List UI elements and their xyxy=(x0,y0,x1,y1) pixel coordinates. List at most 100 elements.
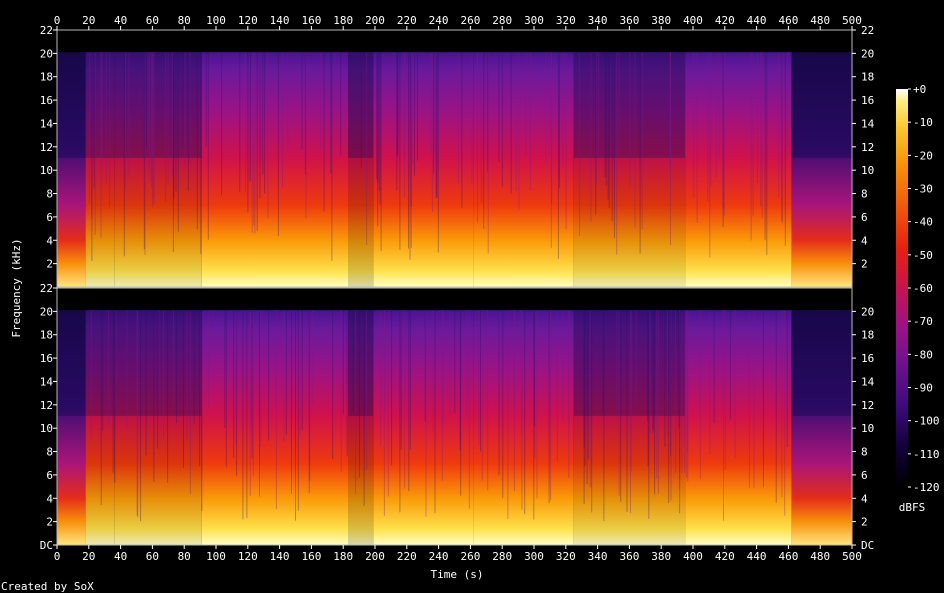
texture-stripe xyxy=(436,52,438,199)
y-tick-label: 8 xyxy=(46,188,53,201)
texture-stripe xyxy=(380,310,382,446)
texture-stripe xyxy=(513,310,515,492)
texture-stripe xyxy=(380,52,382,252)
y-tick-label-right: 20 xyxy=(861,305,874,318)
texture-stripe xyxy=(723,52,725,217)
texture-stripe xyxy=(634,52,636,228)
texture-stripe xyxy=(757,52,758,185)
texture-stripe xyxy=(152,52,154,208)
x-tick-label: 80 xyxy=(178,14,191,27)
texture-stripe xyxy=(652,310,654,434)
texture-stripe xyxy=(583,310,585,448)
colorbar-tick-label: -40 xyxy=(913,216,933,229)
x-tick-label: 40 xyxy=(114,550,127,563)
texture-stripe xyxy=(432,310,434,433)
texture-stripe xyxy=(775,310,777,503)
y-tick-label-right: DC xyxy=(861,539,874,552)
texture-stripe xyxy=(558,52,560,180)
texture-stripe xyxy=(412,52,414,165)
texture-stripe xyxy=(498,52,500,162)
texture-stripe xyxy=(502,310,504,499)
x-tick-label: 440 xyxy=(747,14,767,27)
texture-stripe xyxy=(589,310,591,488)
texture-stripe xyxy=(108,310,110,426)
x-tick-label: 500 xyxy=(842,550,862,563)
texture-stripe xyxy=(781,52,783,224)
texture-stripe xyxy=(510,52,512,194)
x-tick-label: 0 xyxy=(54,550,61,563)
spectrogram-segment xyxy=(473,310,574,545)
texture-stripe xyxy=(468,310,470,509)
texture-stripe xyxy=(483,52,485,230)
texture-stripe xyxy=(649,310,651,434)
y-tick-label: 16 xyxy=(40,94,53,107)
texture-stripe xyxy=(607,52,609,200)
texture-stripe xyxy=(221,52,223,196)
texture-stripe xyxy=(323,52,325,212)
spectrogram-segment-shade xyxy=(348,310,374,416)
x-tick-label: 40 xyxy=(114,14,127,27)
y-tick-label: 12 xyxy=(40,141,53,154)
texture-stripe xyxy=(693,52,695,198)
channel-2-spectrogram xyxy=(56,287,853,546)
texture-stripe xyxy=(285,310,287,435)
texture-stripe xyxy=(536,310,538,499)
colorbar-tick-label: -110 xyxy=(913,448,940,461)
x-tick-label: 400 xyxy=(683,550,703,563)
texture-stripe xyxy=(287,52,289,147)
texture-stripe xyxy=(586,310,588,485)
spectrogram-segment-shade xyxy=(573,310,686,416)
texture-stripe xyxy=(250,310,252,427)
texture-stripe xyxy=(608,52,610,209)
y-tick-label: 6 xyxy=(46,211,53,224)
x-tick-label: 420 xyxy=(715,14,735,27)
spectrogram-segment xyxy=(685,310,792,545)
texture-stripe xyxy=(408,52,409,249)
texture-stripe xyxy=(713,310,715,424)
texture-stripe xyxy=(282,52,283,188)
y-tick-label: 2 xyxy=(46,258,53,271)
colorbar-tick-label: -30 xyxy=(913,183,933,196)
texture-stripe xyxy=(88,52,90,204)
texture-stripe xyxy=(340,310,342,472)
texture-stripe xyxy=(639,52,641,254)
texture-stripe xyxy=(340,52,342,156)
texture-stripe xyxy=(668,310,670,503)
texture-stripe xyxy=(565,52,567,230)
x-tick-label: 60 xyxy=(146,550,159,563)
y-tick-label-right: 8 xyxy=(861,188,868,201)
texture-stripe xyxy=(163,310,164,439)
texture-stripe xyxy=(461,52,463,209)
texture-stripe xyxy=(657,310,659,495)
texture-stripe xyxy=(471,52,473,185)
texture-stripe xyxy=(377,52,379,183)
texture-stripe xyxy=(366,52,368,245)
texture-stripe xyxy=(277,52,279,237)
texture-stripe xyxy=(140,310,142,522)
texture-stripe xyxy=(355,310,356,494)
texture-stripe xyxy=(481,310,483,481)
texture-stripe xyxy=(144,52,146,255)
texture-stripe xyxy=(515,52,517,192)
texture-stripe xyxy=(722,52,724,209)
colorbar-tick-label: -50 xyxy=(913,249,933,262)
texture-stripe xyxy=(352,310,354,412)
x-tick-label: 80 xyxy=(178,550,191,563)
texture-stripe xyxy=(193,310,195,424)
texture-stripe xyxy=(784,310,786,516)
texture-stripe xyxy=(246,310,248,518)
texture-stripe xyxy=(718,52,720,159)
texture-stripe xyxy=(189,52,191,164)
x-tick-label: 320 xyxy=(556,550,576,563)
y-tick-label-right: 8 xyxy=(861,446,868,459)
texture-stripe xyxy=(200,52,202,255)
y-tick-label: 14 xyxy=(40,375,54,388)
y-tick-label-right: 16 xyxy=(861,352,874,365)
colorbar-tick-label: -100 xyxy=(913,415,940,428)
texture-stripe xyxy=(487,52,489,254)
texture-stripe xyxy=(251,310,253,459)
texture-stripe xyxy=(652,310,654,430)
spectrogram-segment-shade xyxy=(114,310,202,416)
x-tick-label: 360 xyxy=(619,550,639,563)
texture-stripe xyxy=(145,310,147,456)
